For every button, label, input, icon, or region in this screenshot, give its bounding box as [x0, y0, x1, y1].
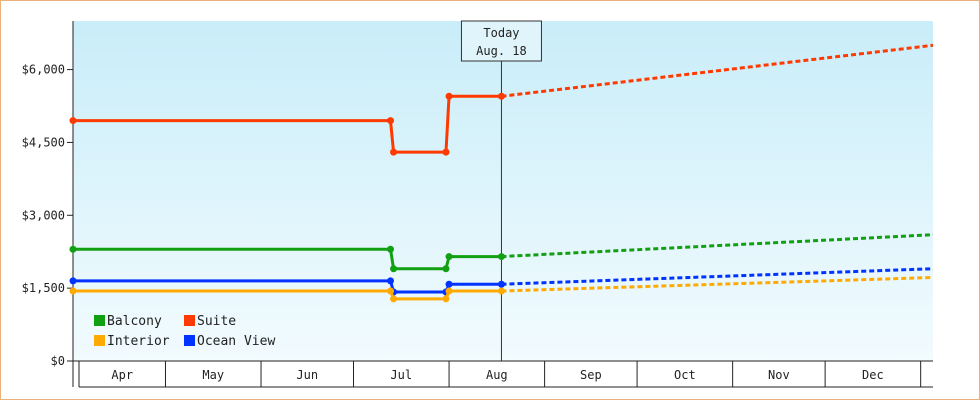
balcony-data-point	[69, 245, 77, 253]
suite-forecast-line	[501, 43, 934, 98]
legend-swatch-balcony	[94, 315, 105, 326]
interior-data-point	[390, 295, 398, 303]
legend-label-ocean-view: Ocean View	[197, 334, 275, 349]
y-tick-label: $1,500	[22, 281, 65, 295]
suite-data-point	[445, 92, 453, 100]
x-month-label: Dec	[862, 368, 884, 382]
ocean-view-data-point	[69, 277, 77, 285]
legend-label-suite: Suite	[197, 314, 236, 329]
x-month-label: Oct	[674, 368, 696, 382]
today-date-label: Aug. 18	[476, 44, 527, 58]
ocean-view-series-line	[73, 279, 502, 294]
y-tick-label: $3,000	[22, 208, 65, 222]
today-box	[460, 20, 542, 62]
x-month-label: Apr	[111, 368, 133, 382]
x-month-label: Aug	[486, 368, 508, 382]
legend-label-balcony: Balcony	[107, 314, 162, 329]
plot-background	[73, 21, 933, 361]
x-month-label: Sep	[580, 368, 602, 382]
interior-data-point	[386, 287, 394, 295]
suite-data-point	[386, 117, 394, 125]
interior-data-point	[445, 287, 453, 295]
legend-label-interior: Interior	[107, 334, 170, 349]
balcony-data-point	[390, 265, 398, 273]
balcony-data-point	[442, 265, 450, 273]
legend-swatch-ocean-view	[184, 335, 195, 346]
ocean-view-data-point	[386, 277, 394, 285]
suite-data-point	[69, 117, 77, 125]
suite-data-point	[390, 148, 398, 156]
legend-swatch-suite	[184, 315, 195, 326]
today-label: Today	[483, 26, 519, 40]
y-tick-label: $4,500	[22, 135, 65, 149]
balcony-series-line	[73, 247, 502, 271]
x-month-label: Nov	[768, 368, 790, 382]
y-tick-label: $0	[51, 354, 65, 368]
balcony-data-point	[386, 245, 394, 253]
interior-data-point	[69, 287, 77, 295]
interior-series-line	[73, 289, 502, 301]
balcony-data-point	[445, 253, 453, 261]
interior-data-point	[442, 295, 450, 303]
x-month-label: Jun	[296, 368, 318, 382]
ocean-view-data-point	[445, 280, 453, 288]
suite-data-point	[442, 148, 450, 156]
x-month-label: May	[202, 368, 224, 382]
suite-series-line	[73, 94, 502, 154]
x-month-label: Jul	[390, 368, 412, 382]
legend-swatch-interior	[94, 335, 105, 346]
balcony-forecast-line	[501, 233, 934, 259]
y-tick-label: $6,000	[22, 63, 65, 77]
